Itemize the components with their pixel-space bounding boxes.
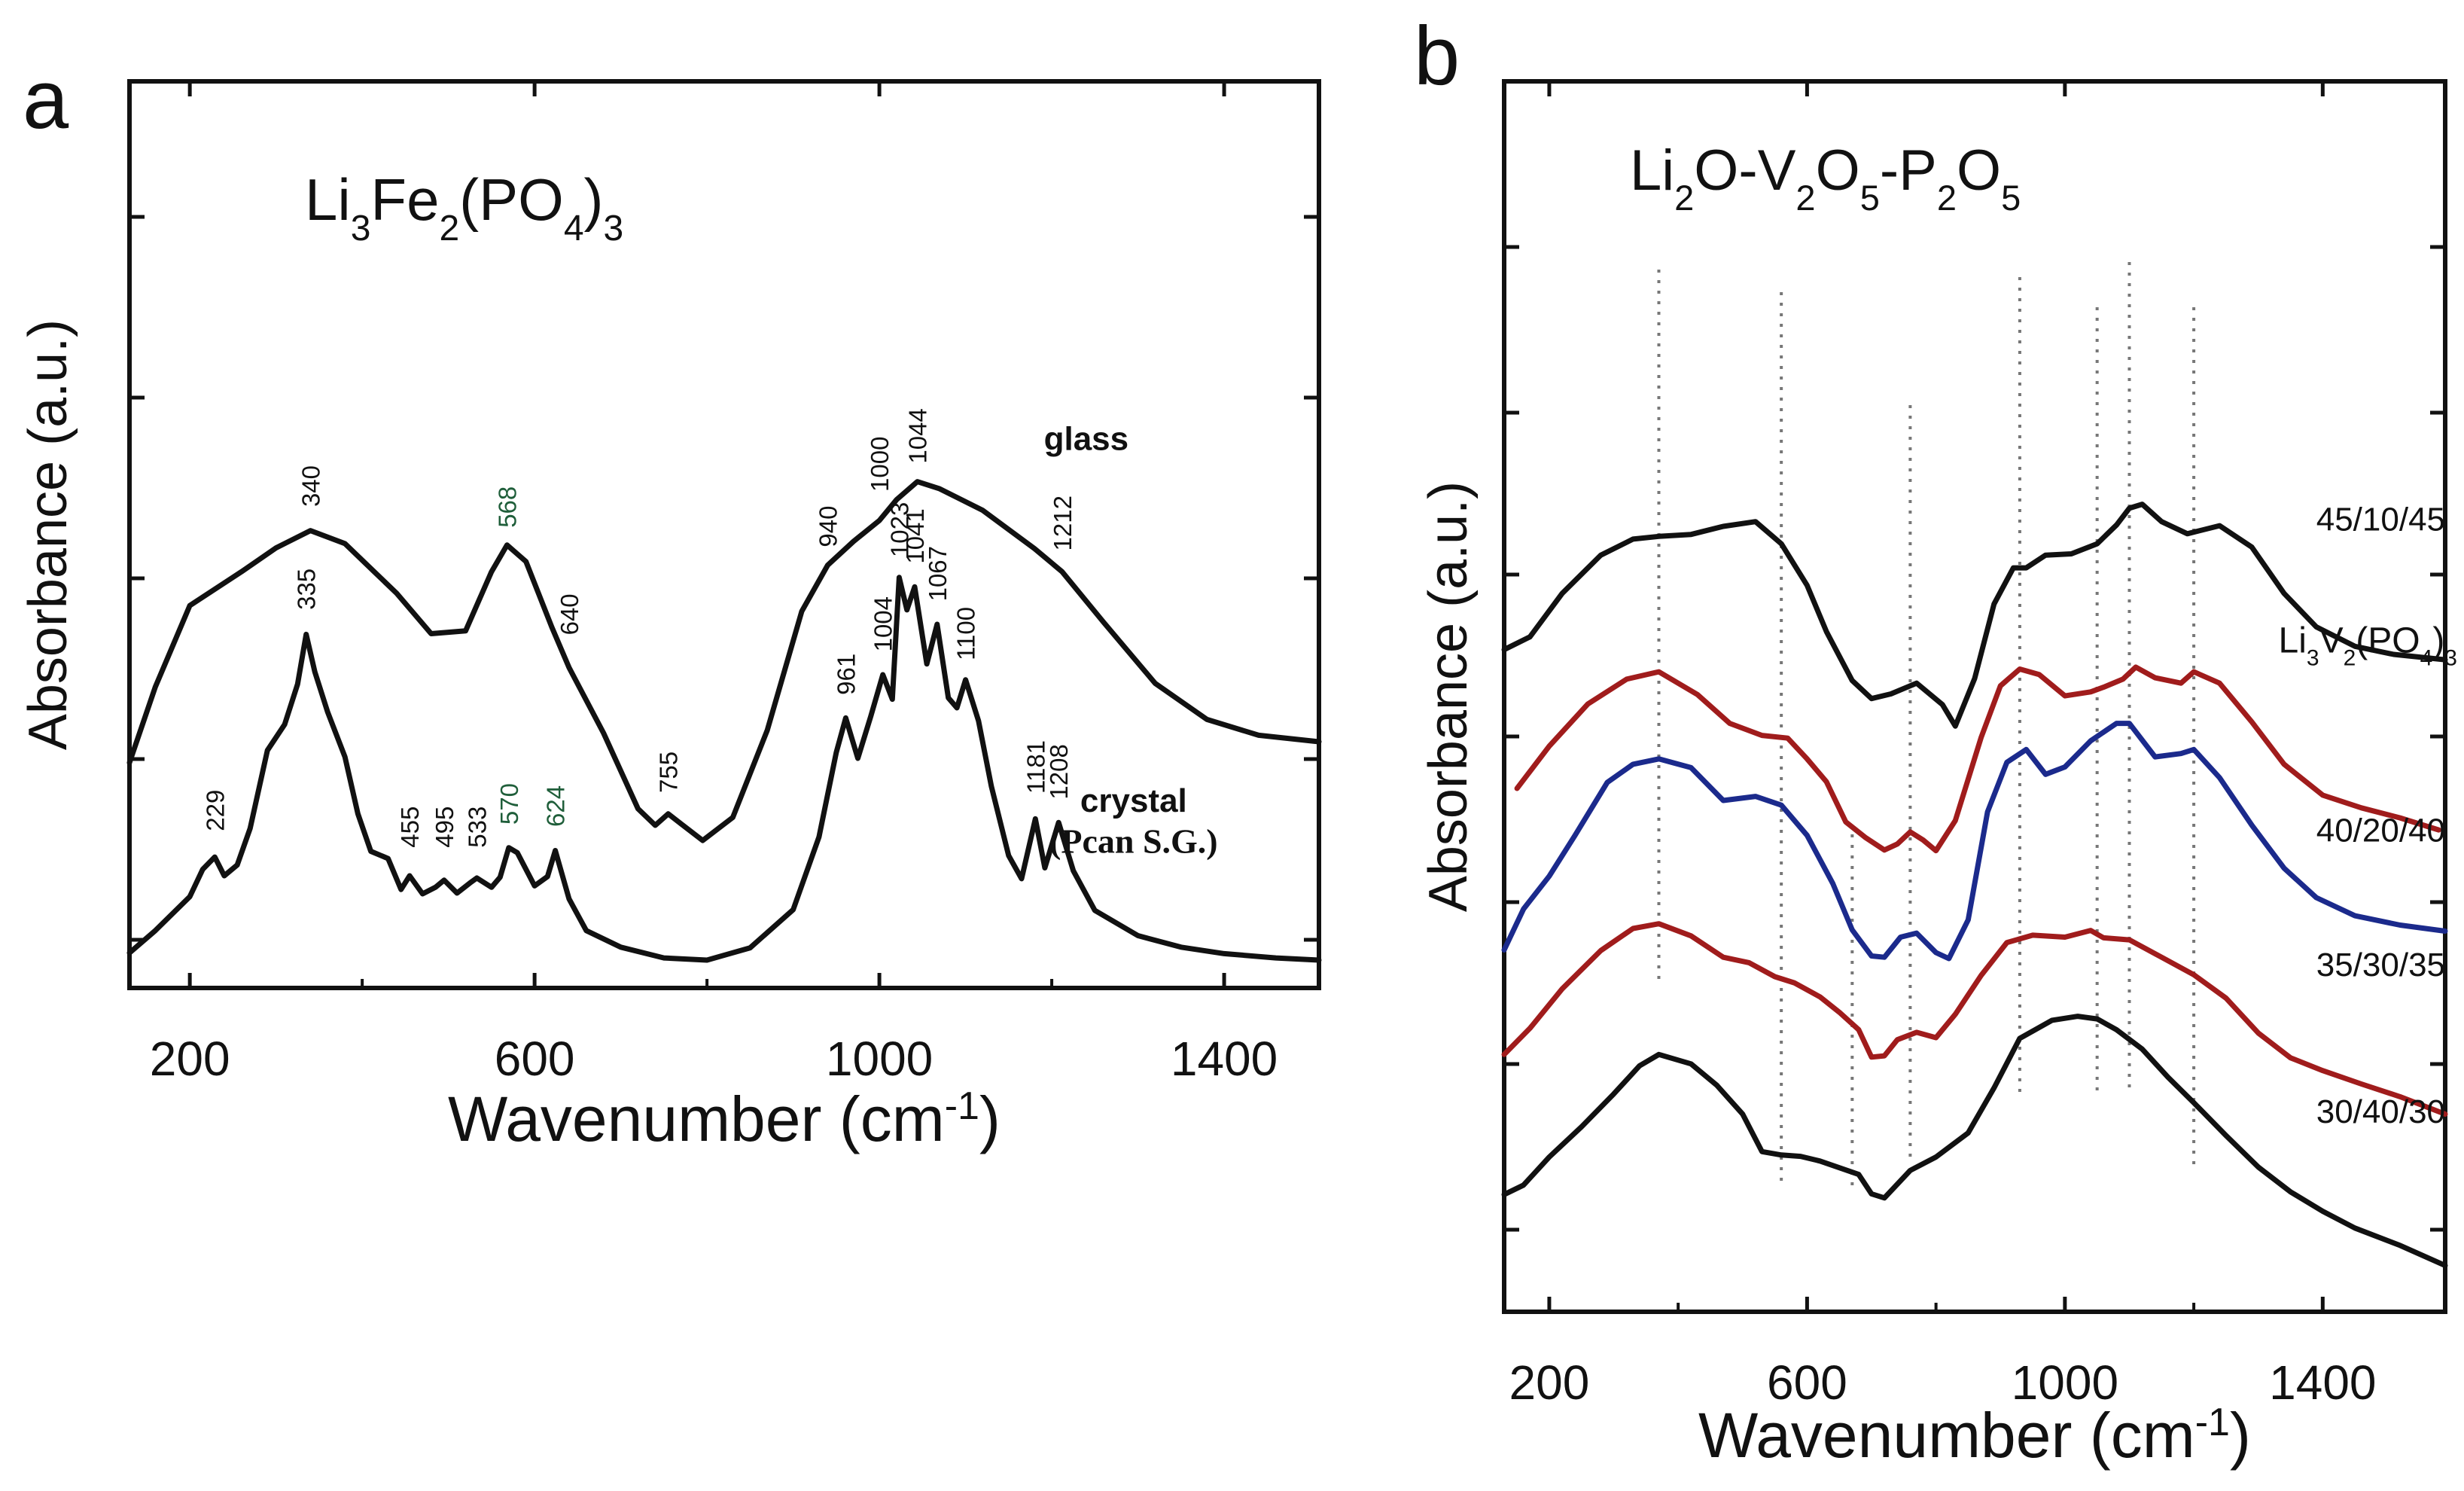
x-tick-label: 600 <box>1767 1355 1847 1410</box>
series-label: 30/40/30 <box>2316 1093 2445 1130</box>
peak-label: 940 <box>814 506 842 547</box>
x-tick-label: 200 <box>150 1032 230 1086</box>
x-axis-label: Wavenumber (cm-1) <box>448 1084 1001 1154</box>
peak-label: 961 <box>832 654 860 695</box>
peak-label: 624 <box>542 785 570 827</box>
series-line <box>1501 502 2448 729</box>
peak-label: 755 <box>655 752 683 793</box>
chart-title: Li3Fe2(PO4)3 <box>305 166 623 248</box>
peak-label: 335 <box>293 569 321 610</box>
series-label: crystal <box>1080 782 1187 819</box>
peak-label: 1041 <box>901 508 929 563</box>
series-line <box>1501 1014 2448 1269</box>
x-tick-label: 1000 <box>826 1032 933 1086</box>
peak-label: 640 <box>556 593 583 635</box>
series-label: 40/20/40 <box>2316 812 2445 849</box>
x-tick-label: 1400 <box>2269 1355 2376 1410</box>
x-tick-label: 1400 <box>1171 1032 1278 1086</box>
series-label: Li3V2(PO4)3 <box>2279 620 2457 670</box>
peak-label: 568 <box>493 486 521 528</box>
peak-label: 1067 <box>924 546 952 601</box>
peak-label: 533 <box>463 806 491 848</box>
peak-label: 1212 <box>1049 495 1077 550</box>
peak-label: 495 <box>431 806 458 848</box>
x-tick-label: 200 <box>1509 1355 1590 1410</box>
chart-panel-b: 200 600 1000 1400 45/10/45 Li3V2(PO4)3 40/20/4… <box>1414 10 2457 1471</box>
y-axis-label: Absorbance (a.u.) <box>1418 481 1479 912</box>
x-tick-label: 1000 <box>2012 1355 2118 1410</box>
peak-label: 455 <box>396 806 424 848</box>
series-label: 45/10/45 <box>2316 501 2445 538</box>
x-axis-label: Wavenumber (cm-1) <box>1698 1400 2251 1471</box>
peak-label: 1100 <box>952 607 980 660</box>
y-axis-label: Absorbance (a.u.) <box>18 319 78 750</box>
plot-frame <box>1502 79 2447 1314</box>
series-line <box>1501 921 2448 1117</box>
peak-label: 1181 <box>1022 740 1049 794</box>
series-label: 35/30/35 <box>2316 947 2445 983</box>
x-tick-label: 600 <box>495 1032 575 1086</box>
peak-label: 1004 <box>870 596 897 651</box>
plot-frame <box>127 79 1321 990</box>
chart-title: Li2O-V2O5-P2O5 <box>1630 139 2021 218</box>
series-label: glass <box>1044 420 1129 457</box>
peak-label: 1208 <box>1045 744 1073 799</box>
series-line <box>1514 664 2441 854</box>
series-line <box>1501 721 2448 962</box>
panel-label: a <box>23 53 69 146</box>
series-line <box>126 479 1322 843</box>
peak-label: 1023 <box>885 502 913 557</box>
series-sublabel: (Pcan S.G.) <box>1049 822 1218 860</box>
peak-label: 1000 <box>866 437 894 492</box>
peak-label: 1044 <box>903 408 931 463</box>
peak-label: 229 <box>201 790 229 831</box>
series-line <box>126 575 1322 963</box>
peak-label: 570 <box>495 783 523 825</box>
chart-panel-a: 200 600 1000 1400 glass crystal(Pcan S.G.) 340… <box>18 53 1322 1154</box>
peak-label: 340 <box>297 465 324 507</box>
panel-label: b <box>1414 10 1460 102</box>
